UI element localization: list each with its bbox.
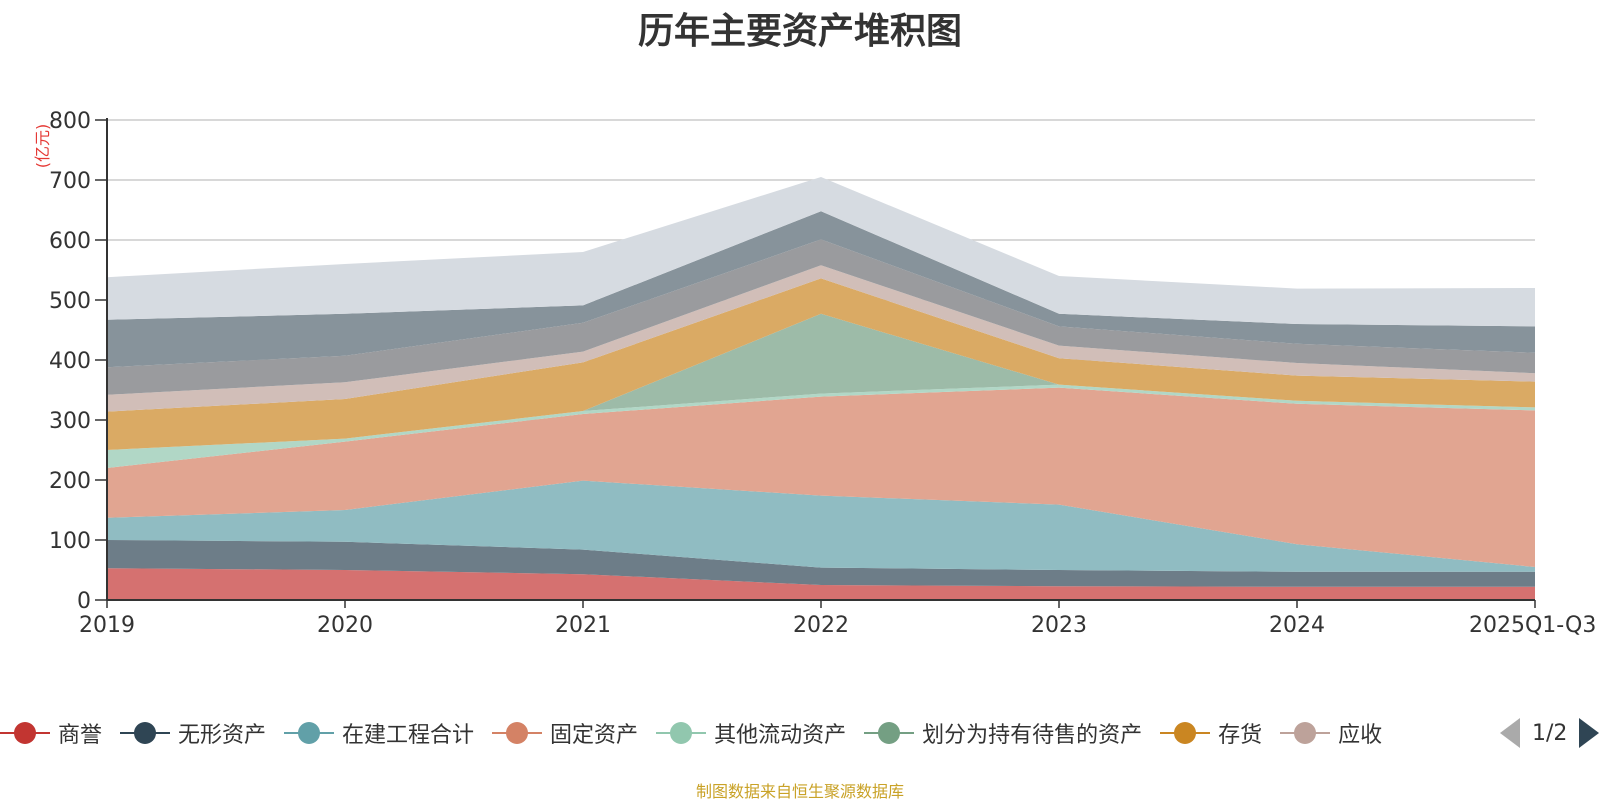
source-note: 制图数据来自恒生聚源数据库 [695,782,904,801]
legend-label: 在建工程合计 [342,723,475,748]
legend-item[interactable]: 划分为持有待售的资产 [864,716,1142,750]
area-series-4 [107,387,1535,567]
area-series-9 [107,239,1535,395]
legend-label: 商誉 [58,723,103,748]
area-series-7 [107,278,1535,450]
y-tick-label: 400 [49,349,91,374]
legend-next-page-icon[interactable] [1579,718,1600,748]
y-tick-label: 700 [49,169,91,194]
chart-title: 历年主要资产堆积图 [637,11,962,52]
y-tick-label: 600 [49,229,91,254]
legend-item[interactable]: 其他流动资产 [656,716,846,750]
legend-marker-icon [0,716,50,750]
legend-marker-icon [656,716,707,750]
area-series-1 [107,568,1535,600]
legend-item[interactable]: 无形资产 [120,716,266,750]
x-tick-label: 2024 [1269,613,1325,638]
legend-label: 其他流动资产 [714,723,847,748]
x-tick-label: 2021 [555,613,611,638]
legend-prev-page-icon[interactable] [1500,718,1520,748]
legend-marker-icon [284,716,335,750]
y-tick-label: 800 [49,109,91,134]
legend-label: 应收 [1338,723,1383,748]
y-tick-label: 100 [49,529,91,554]
legend-marker-icon [864,716,915,750]
legend-items: 商誉 无形资产 在建工程合计 固定资产 其他流动资产 划分为持有待售的资产 存货 应收 [0,716,1480,750]
y-tick-label: 500 [49,289,91,314]
legend-marker-icon [120,716,171,750]
legend-item[interactable]: 商誉 [0,716,102,750]
legend: 商誉 无形资产 在建工程合计 固定资产 其他流动资产 划分为持有待售的资产 存货 应收 1/2 [0,716,1600,750]
y-tick-label: 300 [49,409,91,434]
x-tick-label: 2023 [1031,613,1087,638]
y-axis-unit-label: (亿元) [33,124,52,169]
area-series-10 [107,211,1535,368]
legend-item[interactable]: 固定资产 [492,716,638,750]
x-tick-label: 2019 [79,613,135,638]
area-series-2 [107,540,1535,587]
legend-pager: 1/2 [1500,716,1600,750]
area-series-8 [107,265,1535,412]
legend-marker-icon [1160,716,1211,750]
legend-marker-icon [492,716,543,750]
area-series-6 [107,313,1535,450]
x-tick-label: 2025Q1-Q3 [1469,613,1596,638]
area-series-11 [107,177,1535,327]
y-tick-label: 200 [49,469,91,494]
legend-label: 划分为持有待售的资产 [922,723,1143,748]
x-tick-label: 2020 [317,613,373,638]
y-tick-label: 0 [77,589,91,614]
legend-marker-icon [1280,716,1331,750]
x-tick-label: 2022 [793,613,849,638]
legend-item[interactable]: 存货 [1160,716,1262,750]
legend-label: 无形资产 [178,723,267,748]
legend-item[interactable]: 应收 [1280,716,1382,750]
legend-item[interactable]: 在建工程合计 [284,716,474,750]
legend-label: 存货 [1218,723,1263,748]
legend-label: 固定资产 [550,723,639,748]
area-series-3 [107,480,1535,572]
legend-page-indicator: 1/2 [1532,720,1568,746]
